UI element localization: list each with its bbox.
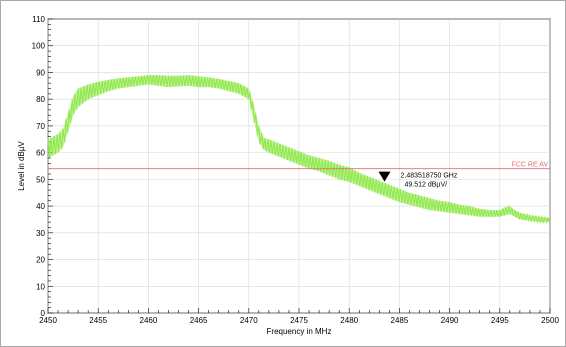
y-tick-label: 30 <box>36 229 45 238</box>
y-tick-label: 20 <box>36 256 45 265</box>
y-tick-label: 50 <box>36 175 45 184</box>
limit-label: FCC RE AV <box>512 162 549 169</box>
y-tick-label: 40 <box>36 202 45 211</box>
x-tick-label: 2475 <box>290 316 308 325</box>
x-tick-label: 2495 <box>491 316 509 325</box>
x-axis-label: Frequency in MHz <box>267 327 332 336</box>
marker-level: 49.512 dBµV/ <box>405 182 448 189</box>
x-tick-label: 2485 <box>391 316 409 325</box>
y-tick-label: 80 <box>36 95 45 104</box>
marker-triangle <box>378 171 391 182</box>
x-tick-label: 2455 <box>89 316 107 325</box>
y-tick-label: 0 <box>41 309 46 318</box>
y-axis-label: Level in dBµV <box>17 141 26 191</box>
y-tick-label: 10 <box>36 282 45 291</box>
y-tick-label: 70 <box>36 122 45 131</box>
series-trace <box>47 75 550 224</box>
x-tick-label: 2480 <box>340 316 358 325</box>
series-layer <box>47 75 550 224</box>
ticks: 2450 2455 2460 2465 2470 2475 2480 2485 2490 2495… <box>32 15 560 325</box>
y-tick-label: 90 <box>36 68 45 77</box>
y-tick-label: 60 <box>36 149 45 158</box>
x-tick-label: 2470 <box>240 316 258 325</box>
x-tick-label: 2450 <box>39 316 57 325</box>
marker-layer: 2.483518750 GHz 49.512 dBµV/ <box>378 171 458 189</box>
y-tick-label: 100 <box>32 42 46 51</box>
x-tick-label: 2465 <box>190 316 208 325</box>
x-tick-label: 2460 <box>140 316 158 325</box>
y-tick-label: 110 <box>32 15 45 24</box>
x-tick-label: 2490 <box>441 316 459 325</box>
marker-frequency: 2.483518750 GHz <box>401 173 458 180</box>
x-tick-label: 2500 <box>541 316 559 325</box>
limit-layer: FCC RE AV <box>48 162 550 170</box>
